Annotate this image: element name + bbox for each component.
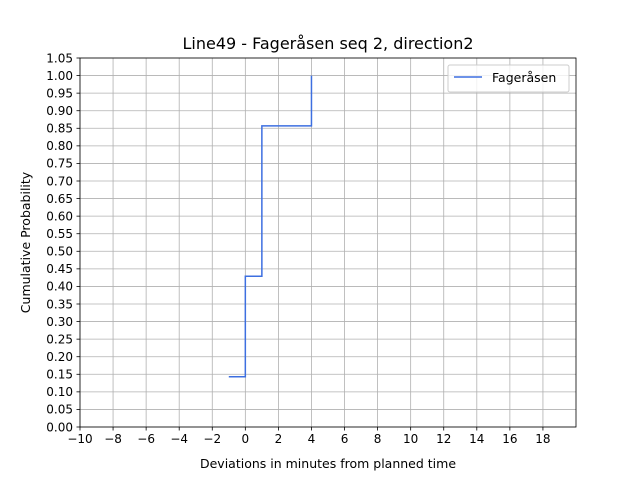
y-tick-label: 0.20 xyxy=(46,350,73,364)
x-tick-label: −6 xyxy=(137,432,155,446)
y-tick-label: 0.60 xyxy=(46,209,73,223)
y-tick-label: 0.85 xyxy=(46,122,73,136)
y-tick-label: 0.50 xyxy=(46,245,73,259)
y-tick-label: 0.30 xyxy=(46,315,73,329)
legend-label-fageraasen: Fageråsen xyxy=(492,70,556,85)
x-tick-label: 8 xyxy=(374,432,382,446)
y-tick-label: 0.25 xyxy=(46,332,73,346)
y-tick-label: 0.45 xyxy=(46,262,73,276)
x-tick-label: 6 xyxy=(341,432,349,446)
y-tick-label: 0.55 xyxy=(46,227,73,241)
x-tick-label: 4 xyxy=(308,432,316,446)
x-axis-label: Deviations in minutes from planned time xyxy=(200,456,456,471)
y-tick-label: 0.90 xyxy=(46,104,73,118)
x-tick-label: −4 xyxy=(170,432,188,446)
y-tick-label: 0.70 xyxy=(46,174,73,188)
x-tick-label: 14 xyxy=(469,432,484,446)
x-tick-label: 10 xyxy=(403,432,418,446)
y-tick-label: 0.75 xyxy=(46,157,73,171)
y-tick-label: 0.95 xyxy=(46,86,73,100)
x-tick-label: 16 xyxy=(502,432,517,446)
y-tick-label: 0.05 xyxy=(46,403,73,417)
x-tick-label: 18 xyxy=(535,432,550,446)
y-tick-label: 0.80 xyxy=(46,139,73,153)
legend: Fageråsen xyxy=(448,65,569,92)
x-tick-label: 0 xyxy=(242,432,250,446)
y-tick-label: 0.40 xyxy=(46,280,73,294)
y-tick-label: 0.10 xyxy=(46,385,73,399)
y-tick-label: 1.05 xyxy=(46,51,73,65)
y-tick-label: 0.65 xyxy=(46,192,73,206)
chart-title: Line49 - Fageråsen seq 2, direction2 xyxy=(182,34,473,53)
y-tick-label: 0.00 xyxy=(46,420,73,434)
y-axis-label: Cumulative Probability xyxy=(18,171,33,313)
y-tick-label: 0.35 xyxy=(46,297,73,311)
x-tick-label: 2 xyxy=(275,432,283,446)
x-tick-label: −8 xyxy=(104,432,122,446)
y-tick-label: 0.15 xyxy=(46,368,73,382)
y-tick-label: 1.00 xyxy=(46,69,73,83)
x-tick-label: 12 xyxy=(436,432,451,446)
x-tick-label: −2 xyxy=(203,432,221,446)
